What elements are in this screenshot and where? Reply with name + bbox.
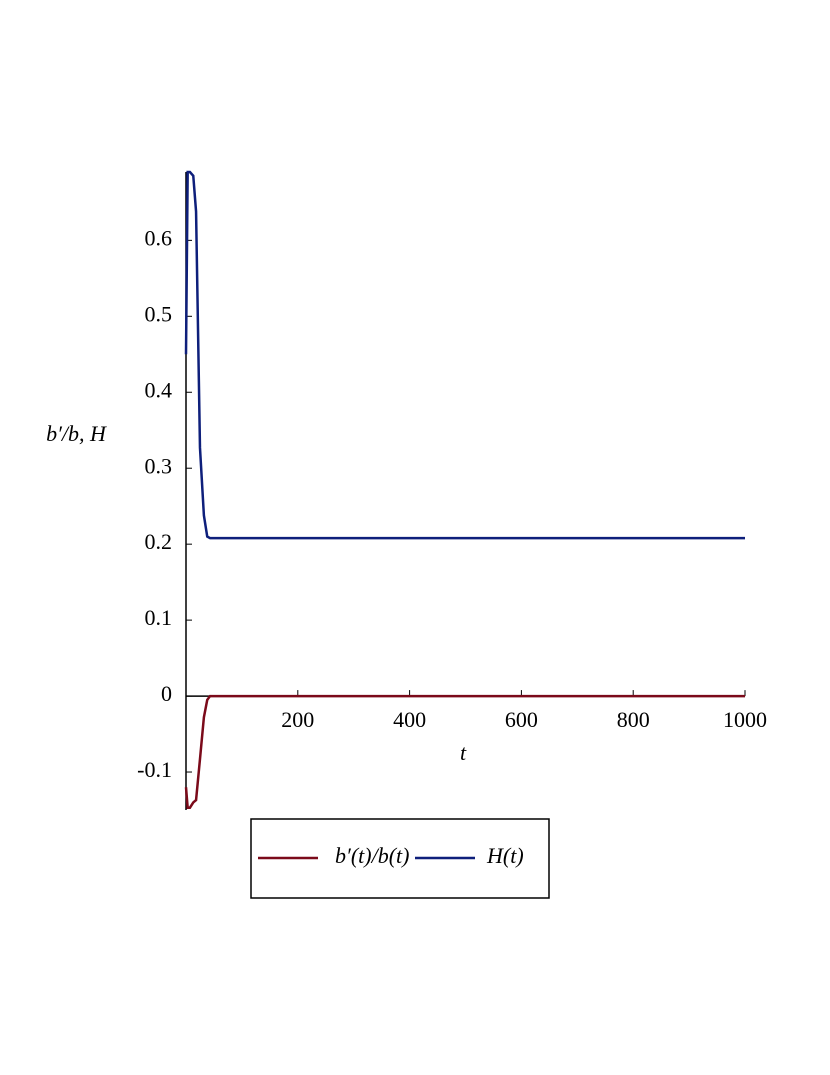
- series-line: [184, 170, 745, 540]
- y-tick-label: 0.1: [145, 605, 173, 630]
- legend-box: [250, 818, 550, 899]
- y-tick-label: 0.2: [145, 529, 173, 554]
- series-line: [184, 694, 745, 809]
- x-tick-label: 400: [393, 707, 426, 732]
- y-tick-label: 0.3: [145, 453, 173, 478]
- y-tick-label: -0.1: [137, 757, 172, 782]
- x-axis-label: t: [460, 740, 467, 765]
- y-axis-label: b′/b, H: [46, 421, 107, 446]
- y-tick-label: 0.5: [145, 301, 173, 326]
- x-tick-label: 800: [617, 707, 650, 732]
- x-tick-label: 600: [505, 707, 538, 732]
- x-tick-label: 200: [281, 707, 314, 732]
- legend-label: H(t): [486, 843, 524, 868]
- x-tick-label: 1000: [723, 707, 767, 732]
- y-tick-label: 0.6: [145, 225, 173, 250]
- legend-label: b′(t)/b(t): [335, 843, 409, 868]
- y-tick-label: 0: [161, 681, 172, 706]
- y-tick-label: 0.4: [145, 377, 173, 402]
